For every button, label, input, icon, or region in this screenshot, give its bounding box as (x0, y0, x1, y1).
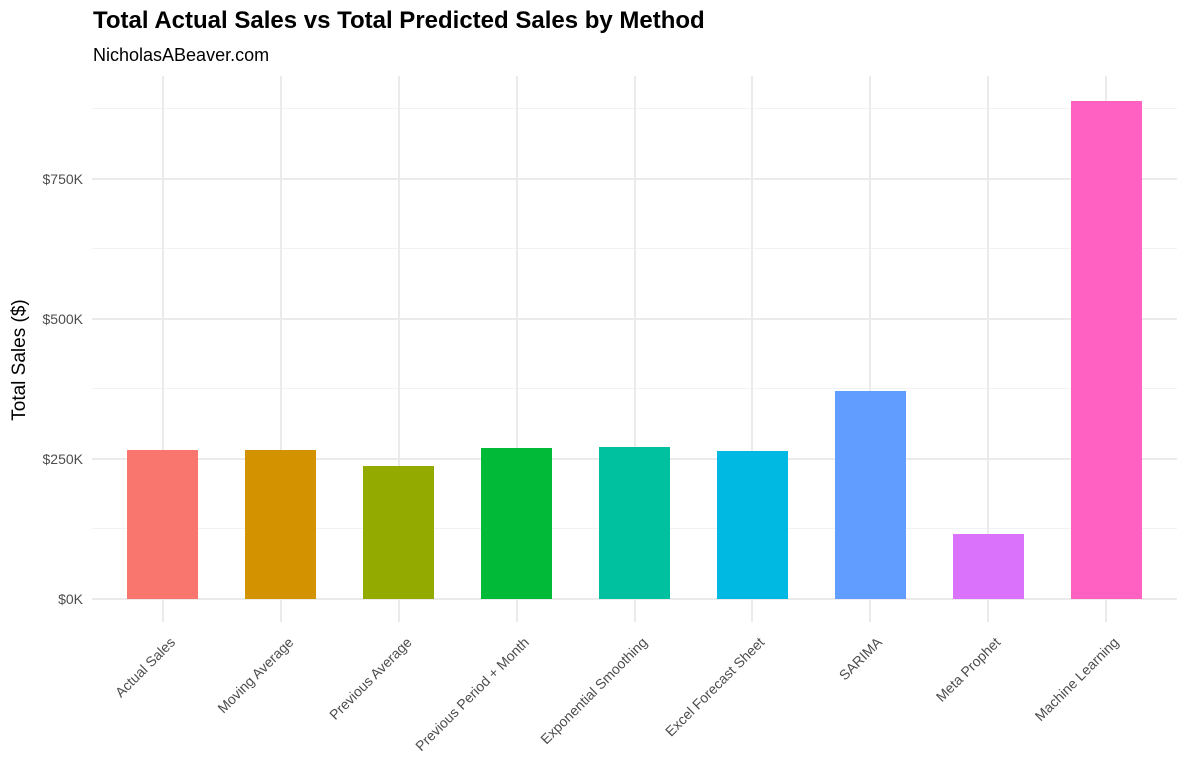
bar-excel-forecast-sheet (717, 451, 788, 599)
bar-exponential-smoothing (599, 447, 670, 599)
bar-previous-average (363, 466, 434, 599)
x-tick-label: Excel Forecast Sheet (662, 634, 768, 740)
x-tick-label: Actual Sales (111, 634, 178, 701)
vertical-gridline (869, 76, 872, 622)
x-tick-label: Previous Average (325, 634, 415, 723)
vertical-gridline (397, 76, 400, 622)
bar-machine-learning (1070, 101, 1142, 599)
chart-title: Total Actual Sales vs Total Predicted Sa… (93, 7, 705, 34)
bar-moving-average (245, 450, 317, 599)
x-tick-label: SARIMA (836, 634, 886, 684)
y-axis-label: Total Sales ($) (9, 299, 30, 421)
vertical-gridline (987, 76, 990, 622)
y-tick-label: $500K (42, 311, 83, 327)
x-tick-label: Machine Learning (1031, 634, 1122, 725)
vertical-gridline (161, 76, 164, 622)
bar-actual-sales (127, 450, 199, 599)
x-tick-label: Previous Period + Month (411, 634, 532, 754)
bar-meta-prophet (952, 534, 1024, 599)
vertical-gridline (633, 76, 636, 622)
vertical-gridline (279, 76, 282, 622)
y-tick-label: $250K (42, 451, 83, 467)
x-tick-label: Meta Prophet (932, 634, 1004, 705)
vertical-gridline (515, 76, 518, 622)
chart-subtitle: NicholasABeaver.com (93, 45, 270, 65)
x-tick-label: Moving Average (214, 634, 297, 717)
vertical-gridline (751, 76, 754, 622)
plot-panel (92, 76, 1177, 622)
y-tick-label: $0K (58, 591, 83, 607)
bar-previous-period-month (481, 447, 552, 599)
x-tick-label: Exponential Smoothing (536, 634, 650, 748)
bar-sarima (834, 391, 906, 599)
y-tick-label: $750K (42, 171, 83, 187)
